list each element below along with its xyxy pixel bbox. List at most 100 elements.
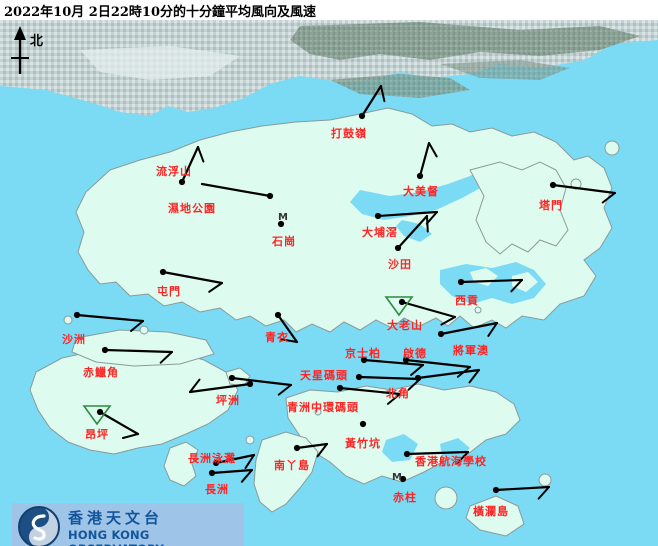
wind-shaft xyxy=(200,182,272,198)
gale-pennant-icon xyxy=(82,405,112,426)
station-label-green-island: 青洲 xyxy=(287,401,311,414)
wind-shaft xyxy=(439,321,499,336)
wind-shaft xyxy=(416,368,481,380)
wind-station-ta-kwu-ling xyxy=(358,84,386,120)
wind-shaft xyxy=(75,313,145,323)
station-label-cheung-chau-beach: 長洲泳灘 xyxy=(188,452,236,465)
wind-station-waglan-island xyxy=(492,485,551,500)
station-dot[interactable] xyxy=(398,298,406,306)
station-dot[interactable] xyxy=(73,311,81,319)
wind-shaft xyxy=(404,358,472,369)
station-dot[interactable] xyxy=(358,112,366,120)
station-label-waglan-island: 橫瀾島 xyxy=(473,505,509,518)
station-label-tuen-mun: 屯門 xyxy=(157,285,181,298)
station-label-tsing-yi: 青衣 xyxy=(265,331,289,344)
sai-kung-bay xyxy=(440,262,546,304)
station-label-wong-chuk-hang: 黃竹坑 xyxy=(345,437,381,450)
gale-pennant-icon xyxy=(384,296,414,317)
station-dot[interactable] xyxy=(178,178,186,186)
wind-barb xyxy=(386,393,401,405)
wind-barb xyxy=(130,320,144,332)
wind-station-peng-chau xyxy=(228,374,293,396)
wind-barb xyxy=(159,351,173,364)
wind-barb-layer xyxy=(73,84,617,500)
station-dot[interactable] xyxy=(101,346,109,354)
wind-shaft xyxy=(360,84,383,118)
station-label-north-point: 北角 xyxy=(386,387,410,400)
wind-station-green-island xyxy=(188,378,254,394)
wind-station-shek-kong xyxy=(277,220,285,228)
station-dot[interactable] xyxy=(457,278,465,286)
station-dot[interactable] xyxy=(492,486,500,494)
station-dot[interactable] xyxy=(359,420,367,428)
station-label-sea-school: 香港航海學校 xyxy=(415,455,487,468)
tolo-harbour xyxy=(350,166,498,220)
station-dot[interactable] xyxy=(159,268,167,276)
wind-barb xyxy=(121,433,139,440)
north-arrow-icon xyxy=(11,26,29,74)
wind-barb xyxy=(208,282,223,293)
peng-chau xyxy=(225,367,251,387)
station-dot[interactable] xyxy=(336,384,344,392)
station-dot[interactable] xyxy=(360,356,368,364)
station-label-kings-park: 京士柏 xyxy=(345,347,381,360)
wind-shaft xyxy=(103,348,174,354)
station-label-chek-lap-kok: 赤鱲角 xyxy=(83,366,119,379)
station-dot[interactable] xyxy=(293,444,301,452)
station-label-tai-mei-tuk: 大美督 xyxy=(403,185,439,198)
station-dot[interactable] xyxy=(403,450,411,458)
station-dot[interactable] xyxy=(355,373,363,381)
station-label-sai-kung: 西貢 xyxy=(455,294,479,307)
station-dot[interactable] xyxy=(212,459,220,467)
lamma-island xyxy=(253,431,319,513)
station-dot[interactable] xyxy=(416,172,424,180)
station-dot[interactable] xyxy=(394,244,402,252)
station-dot[interactable] xyxy=(246,380,254,388)
wind-station-tai-po-kau xyxy=(374,210,439,225)
wind-station-tai-mei-tuk xyxy=(416,141,438,180)
wind-station-ngong-ping xyxy=(82,405,140,440)
station-dot[interactable] xyxy=(208,469,216,477)
station-m-marker-shek-kong: M xyxy=(278,212,288,223)
wind-barb xyxy=(487,322,498,337)
station-dot[interactable] xyxy=(414,374,422,382)
station-dot[interactable] xyxy=(549,181,557,189)
wind-map-canvas: 北 打鼓嶺 流浮山 濕地公園 石崗 M 大美督 塔門 大埔滘 沙田 屯門 沙洲 赤鱲角 青衣 西貢 大老山將… xyxy=(0,20,658,546)
wind-station-tsing-yi xyxy=(274,311,299,344)
wind-barb xyxy=(380,85,386,103)
hong-kong-island xyxy=(285,383,521,485)
station-label-lamma-island: 南丫島 xyxy=(274,459,310,472)
wind-shaft xyxy=(396,214,429,250)
station-dot[interactable] xyxy=(266,192,274,200)
wind-shaft xyxy=(494,485,551,492)
station-dot[interactable] xyxy=(274,311,282,319)
station-dot[interactable] xyxy=(277,220,285,228)
north-arrow-label: 北 xyxy=(30,34,44,49)
wind-barb xyxy=(197,146,205,163)
wind-station-central-pier xyxy=(336,384,402,405)
station-dot[interactable] xyxy=(402,356,410,364)
station-dot[interactable] xyxy=(399,475,407,483)
station-label-ngong-ping: 昂坪 xyxy=(85,428,109,441)
wind-barb xyxy=(189,378,201,393)
wind-barb xyxy=(510,279,523,293)
wind-shaft xyxy=(180,145,200,184)
wind-barb xyxy=(537,486,550,500)
wind-station-cheung-chau-beach xyxy=(212,453,256,470)
map-graphic xyxy=(0,20,658,546)
wind-barb xyxy=(456,451,469,465)
wind-barb xyxy=(280,338,298,343)
deep-bay xyxy=(0,86,150,150)
station-label-stanley: 赤柱 xyxy=(393,491,417,504)
station-label-peng-chau: 坪洲 xyxy=(216,394,240,407)
wind-station-lamma-island xyxy=(293,442,329,458)
wind-shaft xyxy=(400,300,457,319)
mainland-terrain xyxy=(0,20,658,120)
station-dot[interactable] xyxy=(437,330,445,338)
station-dot[interactable] xyxy=(228,374,236,382)
wind-station-lau-fau-shan xyxy=(178,145,205,186)
wind-shaft xyxy=(214,453,256,465)
station-dot[interactable] xyxy=(96,408,104,416)
station-dot[interactable] xyxy=(374,212,382,220)
